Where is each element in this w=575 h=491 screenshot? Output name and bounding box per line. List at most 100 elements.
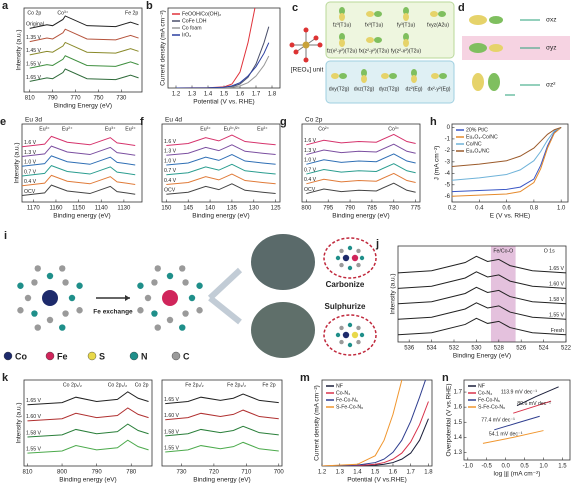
data-line <box>494 415 540 431</box>
orbital <box>403 33 409 41</box>
data-line <box>322 380 427 466</box>
atom <box>59 324 66 331</box>
panel-letter: i <box>4 230 7 242</box>
x-tick-label: 1.2 <box>318 470 327 476</box>
data-line <box>27 423 149 438</box>
legend-label: Co-N₄ <box>336 390 350 396</box>
chart-title: Eu 4d <box>165 117 182 124</box>
annotation: 77.4 mV dec⁻¹ <box>481 417 515 423</box>
x-tick-label: 800 <box>57 470 68 476</box>
orbital-label: fy(z²-x²)(T2u) <box>391 48 422 54</box>
legend-label: FeOOH/Co(OH)₂ <box>182 11 221 17</box>
orbital-label: dz²(Eg) <box>405 86 422 92</box>
x-tick-label: 790 <box>345 206 356 212</box>
x-tick-label: 526 <box>516 346 527 352</box>
x-tick-label: 785 <box>367 206 378 212</box>
legend-swatch <box>45 351 55 361</box>
x-tick-label: 1170 <box>27 206 41 212</box>
data-line <box>322 380 403 466</box>
legend-label: S <box>99 351 105 361</box>
y-tick-label: -5 <box>445 182 451 188</box>
orbital <box>439 73 447 79</box>
octahedron <box>289 27 323 63</box>
y-tick-label: -6 <box>445 194 451 200</box>
x-tick-label: 1.6 <box>236 92 245 98</box>
x-tick-label: -0.5 <box>482 464 493 470</box>
series-label: 1.55 V <box>26 62 42 68</box>
legend-label: NF <box>336 383 343 389</box>
x-tick-label: 1130 <box>117 206 131 212</box>
data-line <box>306 172 416 185</box>
panel-d: d σxz σyz σz² <box>458 2 570 96</box>
orbital-label: fxyz(A2u) <box>427 22 449 28</box>
polyhedron <box>251 302 315 358</box>
y-tick-label: -4 <box>445 171 451 177</box>
orbital <box>389 73 397 79</box>
atom <box>46 272 54 280</box>
x-axis-label: Binding Energy (eV) <box>453 353 511 360</box>
plot-frame <box>23 379 153 467</box>
data-line <box>29 28 139 43</box>
data-line <box>516 386 559 407</box>
y-tick-label: 0 <box>447 125 451 131</box>
series-label: 1.65 V <box>549 266 565 272</box>
orbital <box>469 15 487 25</box>
levels <box>505 19 540 96</box>
orbital <box>374 11 382 17</box>
atom <box>342 254 350 262</box>
x-tick-label: 790 <box>48 96 59 102</box>
series-label: 1.60 V <box>164 413 180 419</box>
annotation: Co 2p <box>135 382 149 388</box>
panel-letter: a <box>2 0 9 12</box>
legend-swatch <box>87 351 97 361</box>
atom <box>339 339 344 345</box>
atom <box>356 248 361 254</box>
legend-label: N <box>141 351 148 361</box>
series-label: 1.45 V <box>26 48 42 54</box>
x-axis-label: Binding energy (eV) <box>59 477 116 484</box>
series-label: 0.7 V <box>304 167 317 173</box>
arrow <box>207 267 243 325</box>
x-tick-label: 1160 <box>50 206 64 212</box>
annotation: Co²⁺ <box>318 126 329 132</box>
panel-letter: g <box>280 116 287 128</box>
atom <box>154 265 161 272</box>
atom <box>76 282 83 289</box>
series-label: 1.0 V <box>24 160 37 166</box>
annotation: Co 2p₃/₂ <box>108 382 127 388</box>
x-tick-label: 0.4 <box>475 206 484 212</box>
orbital <box>403 13 409 21</box>
x-axis-label: Binding energy (eV) <box>192 213 249 220</box>
atom <box>24 294 32 302</box>
data-line <box>22 145 136 157</box>
data-line <box>29 15 139 29</box>
orbital-label: fx(z²-y²)(T2u) <box>359 48 390 54</box>
orbital <box>339 7 345 15</box>
panel-letter: m <box>300 372 310 384</box>
x-tick-label: 730 <box>176 470 187 476</box>
annotation: 54.1 mV dec⁻¹ <box>489 432 523 438</box>
step-label: Sulphurize <box>325 302 366 311</box>
atom <box>137 282 144 289</box>
y-tick-label: 1.3 <box>454 450 463 456</box>
atom <box>351 331 359 339</box>
legend-swatch <box>129 351 139 361</box>
atom <box>351 254 359 262</box>
panel-letter: d <box>458 2 465 14</box>
x-tick-label: 730 <box>116 96 127 102</box>
plot-frame <box>161 123 281 203</box>
data-line <box>22 184 136 196</box>
data-line <box>452 126 562 167</box>
atom <box>144 294 152 302</box>
series-label: 0.7 V <box>164 168 177 174</box>
series-label: 0.7 V <box>24 169 37 175</box>
series-label: 1.35 V <box>26 35 42 41</box>
atom <box>347 245 353 251</box>
data-line <box>165 441 279 453</box>
data-line <box>166 173 276 185</box>
annotation: Eu³⁺ <box>105 126 116 132</box>
orbital <box>339 33 345 41</box>
data-line <box>29 41 139 56</box>
data-line <box>452 126 562 181</box>
annotation: Co³⁺ <box>57 10 68 16</box>
